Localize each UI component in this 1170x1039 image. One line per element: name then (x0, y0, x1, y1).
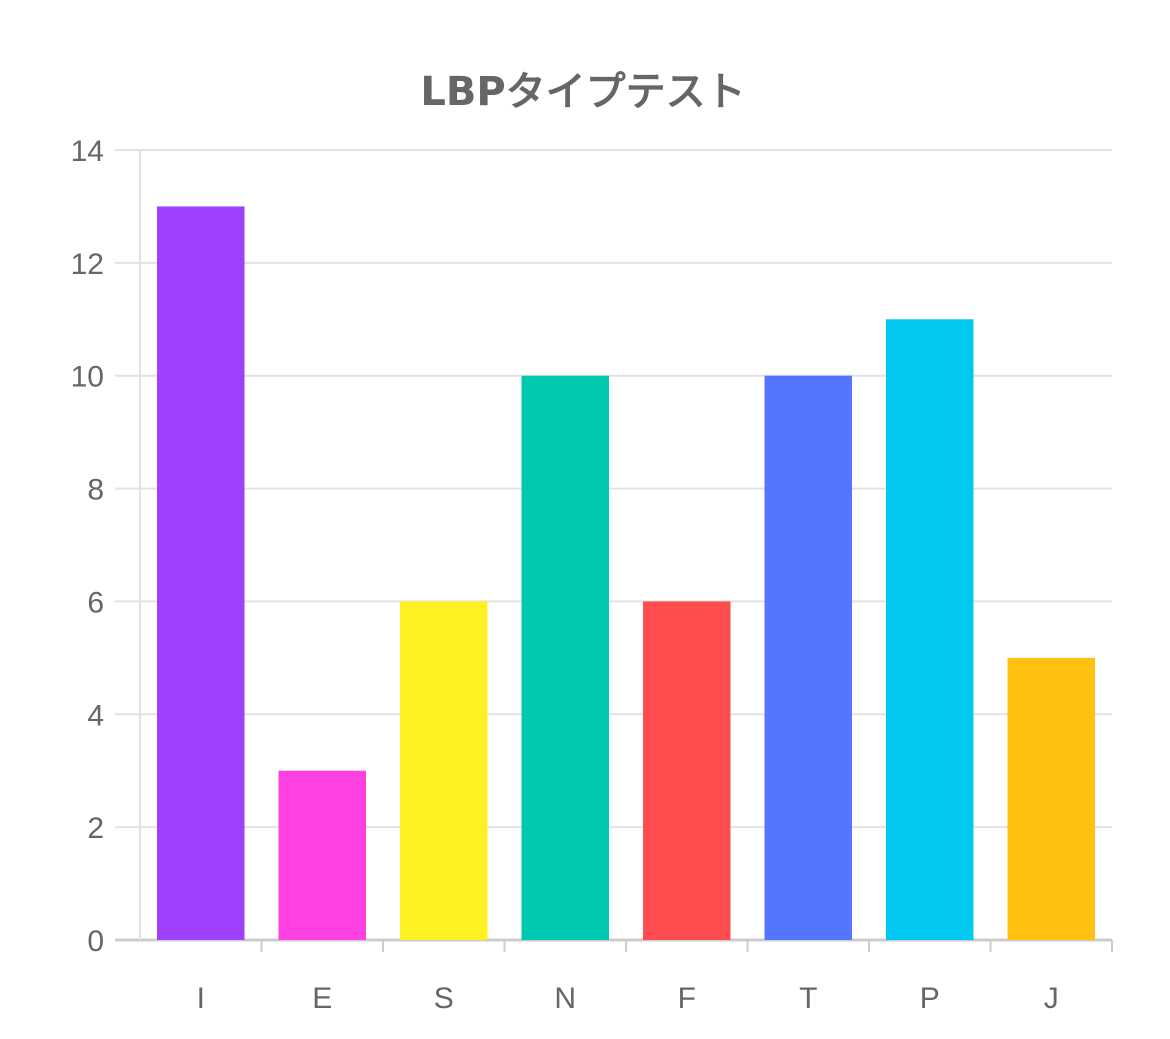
x-tick-label: I (197, 982, 205, 1015)
y-tick-label: 12 (71, 248, 104, 281)
y-tick-label: 14 (71, 135, 104, 168)
bar-T (764, 375, 852, 940)
y-tick-label: 8 (87, 474, 104, 507)
bars (157, 206, 1095, 940)
y-tick-label: 2 (87, 812, 104, 845)
x-tick-label: J (1044, 982, 1059, 1015)
y-tick-label: 4 (87, 699, 104, 732)
chart-title: LBPタイプテスト (420, 69, 745, 115)
x-tick-label: E (312, 982, 332, 1015)
bar-J (1007, 657, 1095, 940)
y-tick-label: 10 (71, 361, 104, 394)
x-tick-label: P (920, 982, 940, 1015)
bar-N (521, 375, 609, 940)
bar-P (886, 319, 974, 940)
x-tick-label: T (799, 982, 817, 1015)
bar-F (643, 601, 731, 940)
bar-E (278, 770, 366, 940)
x-tick-label: N (554, 982, 576, 1015)
y-tick-label: 0 (87, 925, 104, 958)
x-tick-label: S (434, 982, 454, 1015)
y-axis: 0 2 4 6 8 10 12 14 (71, 135, 141, 958)
x-tick-label: F (678, 982, 696, 1015)
y-tick-label: 6 (87, 586, 104, 619)
bar-S (400, 601, 488, 940)
bar-I (157, 206, 245, 940)
